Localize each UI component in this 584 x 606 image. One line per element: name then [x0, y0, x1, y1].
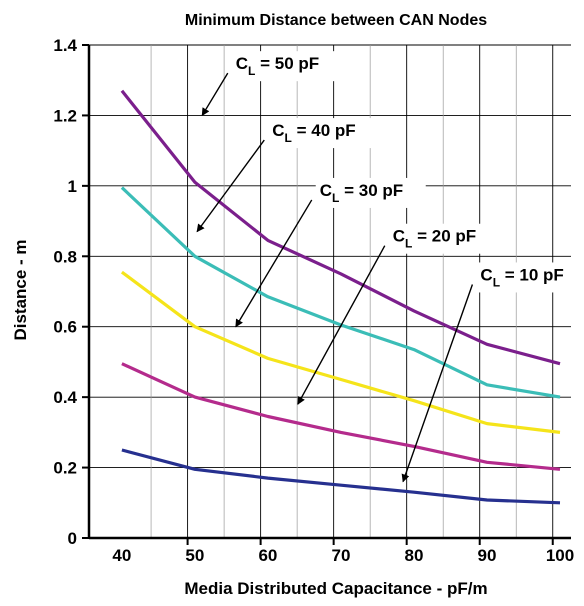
annotation-label-5: CL = 10 pF — [480, 265, 563, 289]
y-tick-label: 1.2 — [53, 106, 77, 125]
series-line-4 — [121, 362, 561, 471]
annotation-bg-3 — [315, 177, 426, 208]
y-axis-label: Distance - m — [11, 239, 30, 340]
annotation-label-1: CL = 50 pF — [236, 54, 319, 78]
tick-labels: 0 0.2 0.4 0.6 0.8 1 1.2 1.4 40 50 60 70 80 90 100 — [53, 36, 574, 565]
annotations: CL = 50 pF CL = 40 pF CL = 30 pF CL = 20 pF… — [196, 51, 584, 483]
y-tick-label: 0 — [68, 529, 77, 548]
annotation-bg-1 — [231, 51, 342, 82]
x-tick-label: 60 — [258, 546, 277, 565]
y-tick-label: 0.8 — [53, 247, 77, 266]
axes — [82, 44, 571, 545]
x-axis-label: Media Distributed Capacitance - pF/m — [184, 579, 487, 598]
annotation-bg-5 — [476, 262, 584, 293]
annotation-bg-2 — [268, 118, 379, 149]
x-tick-label: 50 — [185, 546, 204, 565]
annotation-arrow-2 — [196, 139, 265, 233]
annotation-label-4: CL = 20 pF — [393, 227, 476, 251]
annotation-arrow-1 — [201, 72, 229, 117]
chart-title: Minimum Distance between CAN Nodes — [185, 12, 487, 29]
x-tick-label: 90 — [478, 546, 497, 565]
x-tick-label: 40 — [112, 546, 131, 565]
y-tick-label: 0.6 — [53, 318, 77, 337]
y-tick-label: 1.4 — [53, 36, 77, 55]
series-line-1 — [120, 89, 561, 366]
annotation-label-2: CL = 40 pF — [272, 121, 355, 145]
y-tick-label: 0.4 — [53, 388, 77, 407]
x-tick-label: 80 — [405, 546, 424, 565]
y-tick-label: 0.2 — [53, 459, 77, 478]
x-tick-label: 70 — [331, 546, 350, 565]
annotation-arrow-3 — [235, 199, 313, 328]
series-line-3 — [120, 270, 561, 434]
y-tick-label: 1 — [68, 177, 77, 196]
x-tick-label: 100 — [546, 546, 574, 565]
series-line-5 — [121, 448, 561, 505]
annotation-arrow-5 — [401, 284, 474, 483]
annotation-arrow-4 — [297, 245, 386, 405]
annotation-label-3: CL = 30 pF — [320, 181, 403, 205]
annotation-bg-4 — [388, 223, 499, 254]
